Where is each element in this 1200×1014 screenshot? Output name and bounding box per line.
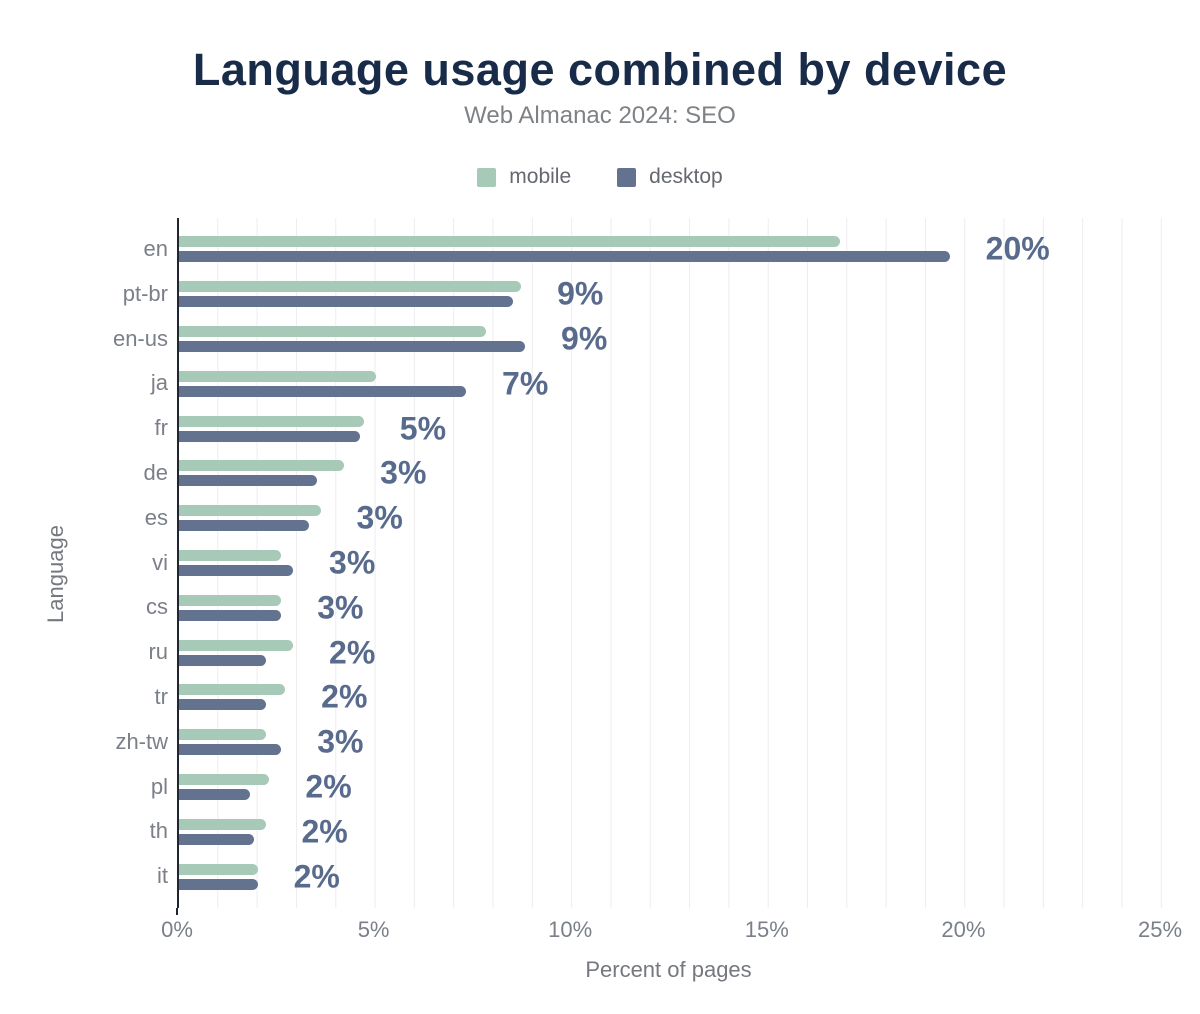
bar-group: 7% — [179, 361, 1162, 406]
bar-group: 20% — [179, 227, 1162, 272]
category-label: ja — [150, 370, 168, 396]
x-axis-title: Percent of pages — [585, 957, 752, 982]
bar-group: 2% — [179, 854, 1162, 899]
bar-group: 9% — [179, 272, 1162, 317]
x-tick-label: 10% — [548, 917, 593, 942]
mobile-bar[interactable] — [179, 236, 840, 248]
bar-group: 3% — [179, 720, 1162, 765]
bar-group: 9% — [179, 317, 1162, 362]
desktop-bar[interactable] — [179, 251, 950, 263]
mobile-bar[interactable] — [179, 281, 522, 293]
category-labels: en pt-br en-us ja fr de es vi cs ru tr zh-tw pl th it — [0, 227, 168, 899]
value-label: 9% — [557, 275, 604, 312]
x-tick-label: 20% — [941, 917, 986, 942]
value-label: 3% — [329, 544, 376, 581]
value-label: 2% — [301, 813, 348, 850]
mobile-bar[interactable] — [179, 818, 266, 830]
category-label: it — [157, 863, 168, 889]
mobile-swatch-icon — [477, 167, 497, 187]
bar-group: 2% — [179, 675, 1162, 720]
category-label: pl — [150, 773, 168, 799]
x-tick-label: 15% — [744, 917, 789, 942]
value-label: 2% — [321, 678, 368, 715]
mobile-bar[interactable] — [179, 460, 345, 472]
value-label: 3% — [356, 499, 403, 536]
category-label: en — [143, 236, 168, 261]
mobile-bar[interactable] — [179, 505, 321, 517]
value-label: 5% — [399, 410, 447, 447]
legend-label: desktop — [649, 165, 723, 188]
category-label: en-us — [112, 325, 168, 351]
value-label: 2% — [305, 768, 352, 805]
desktop-bar[interactable] — [179, 296, 514, 308]
value-label: 2% — [293, 858, 340, 895]
mobile-bar[interactable] — [179, 415, 364, 427]
x-tick-label: 0% — [161, 917, 193, 942]
mobile-bar[interactable] — [179, 639, 294, 651]
mobile-bar[interactable] — [179, 684, 286, 696]
bar-group: 5% — [179, 406, 1162, 451]
legend-item-mobile: mobile — [477, 165, 571, 189]
value-label: 20% — [985, 230, 1050, 267]
desktop-bar[interactable] — [179, 340, 526, 352]
mobile-bar[interactable] — [179, 594, 282, 606]
value-label: 7% — [502, 365, 549, 402]
category-label: es — [144, 504, 168, 530]
bar-group: 2% — [179, 765, 1162, 810]
value-label: 3% — [380, 454, 427, 491]
mobile-bar[interactable] — [179, 325, 486, 337]
mobile-bar[interactable] — [179, 863, 258, 875]
bar-group: 3% — [179, 451, 1162, 496]
bar-group: 2% — [179, 630, 1162, 675]
category-label: de — [143, 459, 168, 485]
x-tick-label: 5% — [357, 917, 390, 942]
value-label: 2% — [329, 634, 376, 671]
category-label: vi — [152, 549, 168, 575]
category-label: th — [149, 818, 168, 844]
category-label: fr — [154, 415, 168, 441]
plot-area: 20% 9% 9% 7% 5% 3% 3% 3% 3% 2% 2% 3% 2% 2% 2% — [177, 218, 1162, 908]
desktop-bar[interactable] — [179, 654, 266, 666]
chart-subtitle: Web Almanac 2024: SEO — [464, 102, 736, 129]
category-label: tr — [154, 683, 168, 709]
bar-group: 2% — [179, 809, 1162, 854]
category-label: ru — [148, 639, 168, 665]
category-label: cs — [146, 594, 168, 620]
mobile-bar[interactable] — [179, 370, 376, 382]
mobile-bar[interactable] — [179, 729, 266, 741]
value-label: 9% — [561, 320, 608, 357]
desktop-bar[interactable] — [179, 385, 467, 397]
desktop-bar[interactable] — [179, 744, 282, 756]
mobile-bar[interactable] — [179, 773, 270, 785]
bar-rows: 20% 9% 9% 7% 5% 3% 3% 3% 3% 2% 2% 3% 2% 2% 2% — [179, 227, 1162, 899]
desktop-bar[interactable] — [179, 430, 360, 442]
desktop-bar[interactable] — [179, 609, 282, 621]
x-tick-label: 25% — [1137, 917, 1183, 942]
desktop-bar[interactable] — [179, 564, 294, 576]
desktop-bar[interactable] — [179, 699, 266, 711]
desktop-bar[interactable] — [179, 878, 258, 890]
chart-title: Language usage combined by device — [192, 44, 1008, 95]
value-label: 3% — [317, 723, 364, 760]
bar-group: 3% — [179, 496, 1162, 541]
legend-item-desktop: desktop — [617, 165, 723, 189]
desktop-bar[interactable] — [179, 833, 254, 845]
legend: mobile desktop — [0, 165, 1200, 189]
desktop-bar[interactable] — [179, 475, 317, 487]
legend-label: mobile — [509, 165, 572, 188]
desktop-swatch-icon — [617, 167, 637, 187]
category-label: zh-tw — [115, 728, 168, 754]
desktop-bar[interactable] — [179, 788, 250, 800]
category-label: pt-br — [122, 280, 168, 306]
value-label: 3% — [317, 589, 364, 626]
x-axis-ticks: 0% 5% 10% 15% 20% 25% — [161, 917, 1182, 945]
desktop-bar[interactable] — [179, 520, 309, 532]
bar-group: 3% — [179, 541, 1162, 586]
mobile-bar[interactable] — [179, 549, 282, 561]
x-axis-zero-tick — [176, 908, 178, 915]
bar-group: 3% — [179, 585, 1162, 630]
